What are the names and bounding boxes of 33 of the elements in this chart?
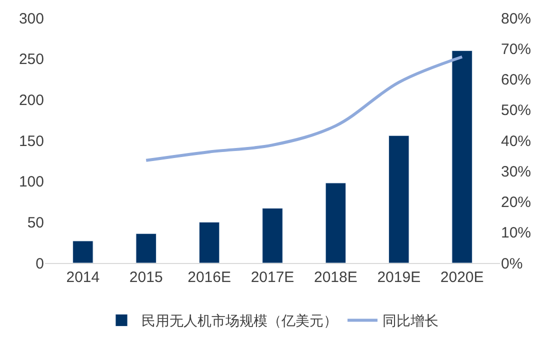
x-tick-label: 2020E: [440, 269, 484, 286]
y2-tick-label: 60%: [501, 72, 532, 88]
x-tick-label: 2017E: [250, 269, 294, 286]
y-tick-label: 50: [27, 214, 44, 232]
x-tick-label: 2018E: [314, 269, 358, 286]
x-tick-label: 2014: [66, 269, 100, 286]
bar: [452, 50, 472, 263]
line-series: [144, 55, 464, 162]
y-tick-label: 300: [18, 10, 44, 28]
bar: [262, 208, 283, 263]
y2-tick-label: 20%: [501, 194, 532, 211]
x-tick-label: 2015: [129, 269, 163, 286]
y2-tick-label: 30%: [501, 163, 532, 180]
y2-tick-label: 70%: [501, 40, 532, 58]
y-tick-label: 0: [36, 255, 44, 272]
bar: [198, 222, 220, 263]
y-tick-label: 150: [18, 132, 44, 150]
x-tick-label: 2016E: [188, 269, 231, 286]
legend-label: 同比增长: [382, 312, 438, 329]
y-tick-label: 250: [18, 51, 44, 68]
y2-tick-label: 80%: [501, 10, 532, 28]
bar: [72, 240, 94, 263]
y2-tick-label: 50%: [501, 102, 532, 120]
legend-label: 民用无人机市场规模（亿美元）: [142, 312, 338, 329]
bar: [325, 182, 346, 263]
bar: [136, 233, 156, 263]
y-tick-label: 100: [18, 174, 44, 191]
y2-tick-label: 40%: [501, 132, 532, 150]
bar: [388, 135, 410, 263]
y2-tick-label: 10%: [501, 224, 532, 242]
y2-tick-label: 0%: [501, 255, 523, 272]
x-tick-label: 2019E: [377, 269, 421, 286]
y-tick-label: 200: [18, 92, 44, 109]
